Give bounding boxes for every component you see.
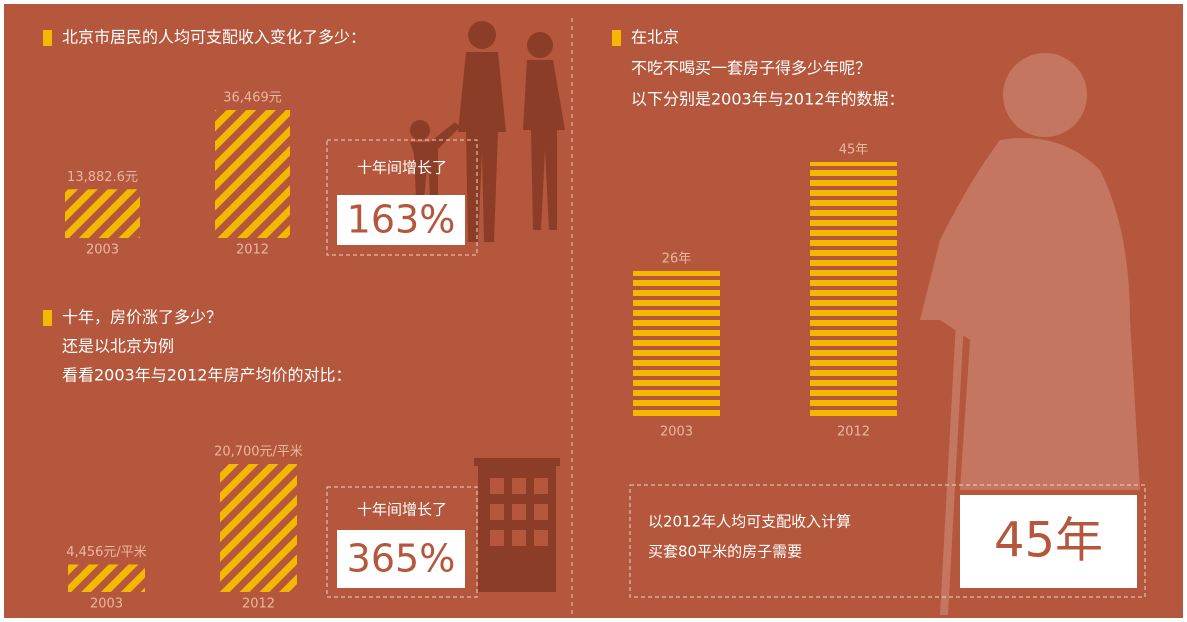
bar xyxy=(810,162,897,420)
category-label: 2003 xyxy=(86,243,119,258)
category-label: 2012 xyxy=(242,597,275,612)
value-label: 20,700元/平米 xyxy=(214,445,303,460)
family-silhouette xyxy=(410,21,565,242)
heading: 十年，房价涨了多少？ xyxy=(62,308,222,327)
category-label: 2003 xyxy=(660,425,693,440)
heading-marker xyxy=(43,310,52,326)
value-label: 45年 xyxy=(839,143,869,158)
callout-box xyxy=(629,484,1146,598)
value-label: 13,882.6元 xyxy=(67,170,138,185)
callout-text: 买套80平米的房子需要 xyxy=(648,543,802,561)
bar xyxy=(633,270,720,420)
callout-white xyxy=(960,495,1137,588)
elderly-silhouette xyxy=(920,53,1140,615)
bar xyxy=(68,564,145,592)
category-label: 2012 xyxy=(837,425,870,440)
callout-text: 十年间增长了 xyxy=(357,501,447,519)
category-label: 2012 xyxy=(236,243,269,258)
heading: 不吃不喝买一套房子得多少年呢？ xyxy=(631,59,871,78)
category-label: 2003 xyxy=(90,597,123,612)
heading: 以下分别是2003年与2012年的数据： xyxy=(631,90,904,109)
bar xyxy=(215,110,290,238)
bar xyxy=(65,189,140,238)
heading: 看看2003年与2012年房产均价的对比： xyxy=(62,366,351,385)
heading: 北京市居民的人均可支配收入变化了多少： xyxy=(62,28,366,47)
callout-text: 以2012年人均可支配收入计算 xyxy=(648,513,851,531)
callout-number: 365% xyxy=(347,537,456,581)
callout-white xyxy=(337,195,465,245)
callout-box xyxy=(326,486,478,598)
value-label: 4,456元/平米 xyxy=(66,545,147,560)
value-label: 36,469元 xyxy=(223,91,282,106)
heading: 还是以北京为例 xyxy=(62,337,174,356)
callout-number: 163% xyxy=(347,198,456,242)
heading-marker xyxy=(612,30,621,46)
callout-text: 十年间增长了 xyxy=(357,159,447,177)
callout-white xyxy=(337,530,465,588)
bar xyxy=(220,464,297,592)
heading: 在北京 xyxy=(631,28,679,47)
callout-box xyxy=(326,139,478,256)
building-silhouette xyxy=(474,458,560,592)
value-label: 26年 xyxy=(662,251,692,266)
heading-marker xyxy=(43,30,52,46)
callout-number: 45年 xyxy=(994,513,1103,569)
